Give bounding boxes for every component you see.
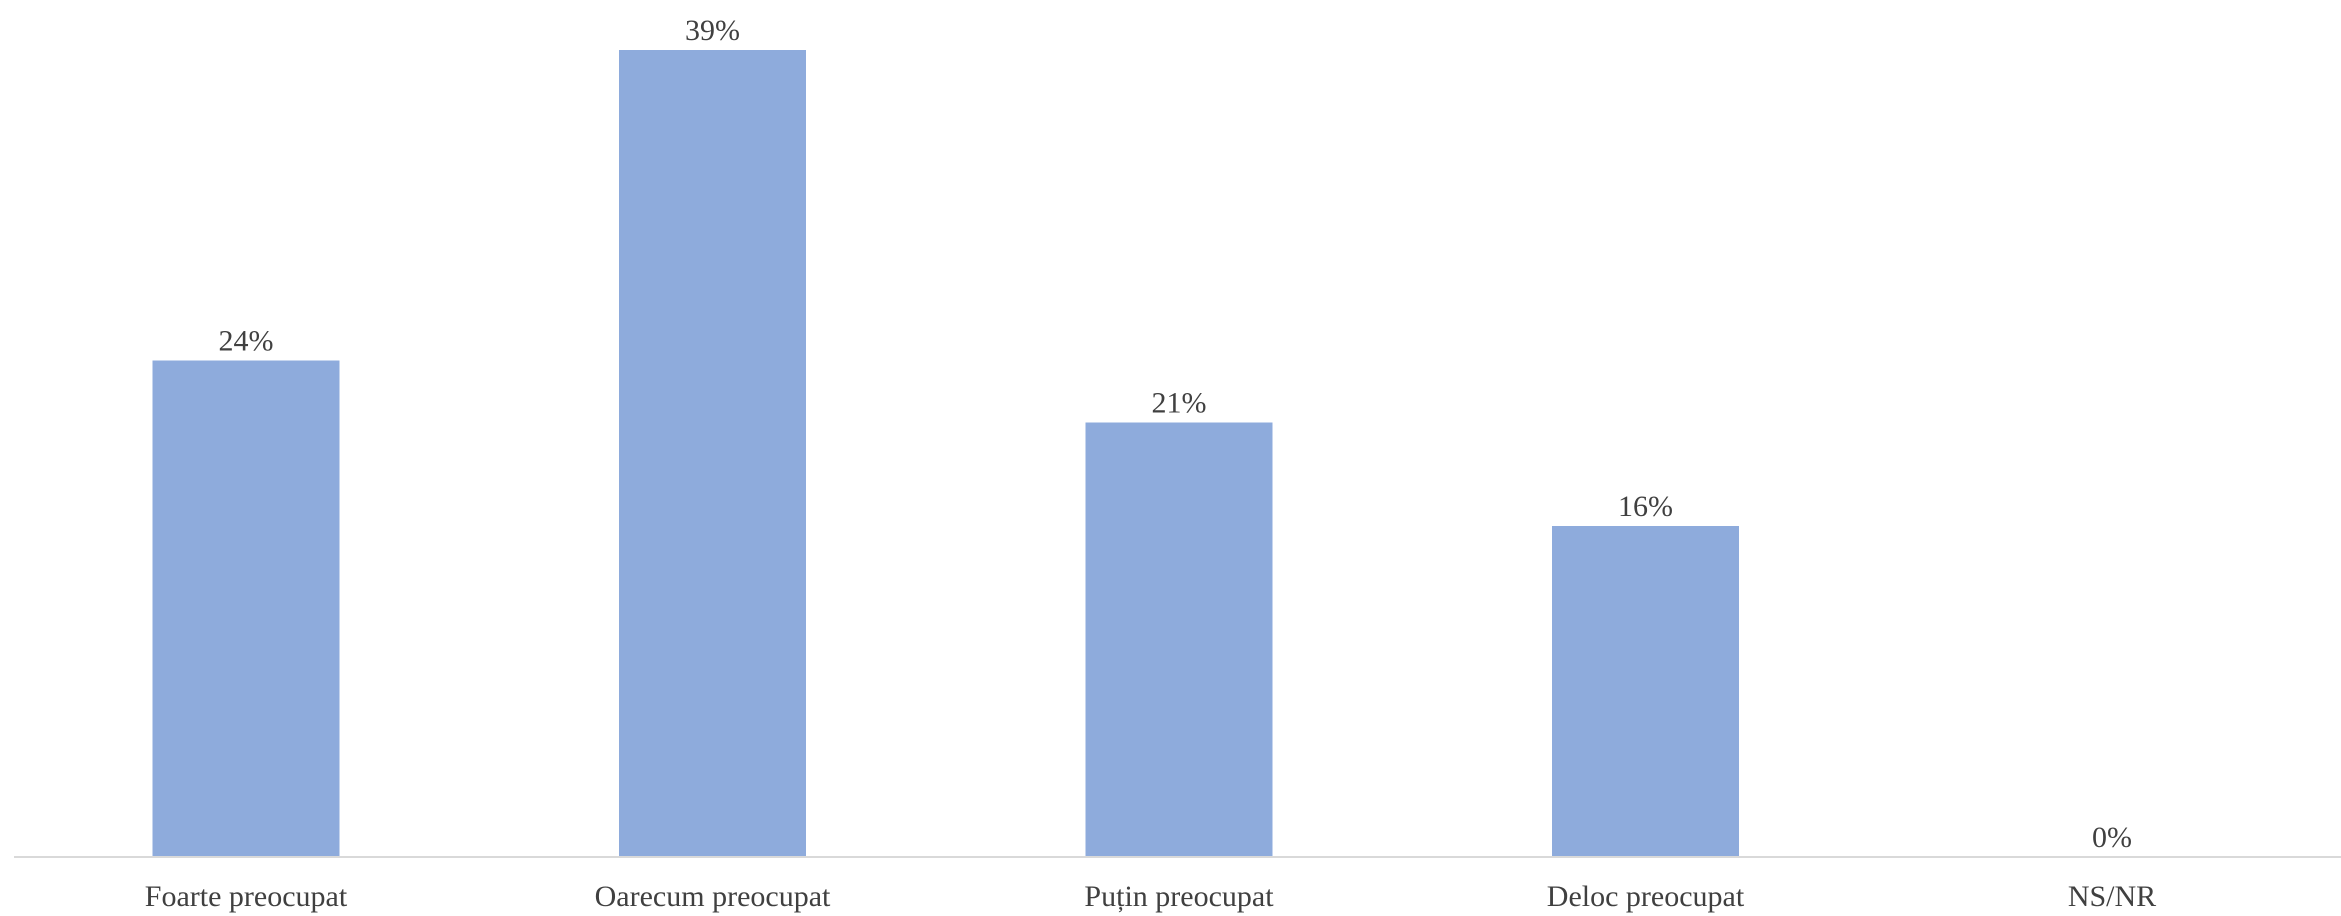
category-label-1: Foarte preocupat bbox=[145, 880, 348, 913]
data-label-2: 39% bbox=[685, 14, 740, 47]
category-label-5: NS/NR bbox=[2068, 880, 2156, 913]
data-label-1: 24% bbox=[219, 324, 274, 357]
category-label-2: Oarecum preocupat bbox=[595, 880, 831, 913]
data-label-3: 21% bbox=[1152, 386, 1207, 419]
bar-1 bbox=[152, 360, 340, 857]
category-label-3: Puțin preocupat bbox=[1084, 880, 1274, 913]
data-label-5: 0% bbox=[2092, 821, 2132, 854]
bar-4 bbox=[1552, 525, 1739, 857]
bars-group bbox=[152, 50, 1739, 857]
data-label-4: 16% bbox=[1618, 490, 1673, 523]
bar-3 bbox=[1085, 422, 1273, 857]
category-label-4: Deloc preocupat bbox=[1547, 880, 1745, 913]
value-labels-group: 24% 39% 21% 16% 0% bbox=[219, 14, 2133, 854]
bar-2 bbox=[619, 50, 806, 857]
category-labels-group: Foarte preocupat Oarecum preocupat Puțin p… bbox=[145, 880, 2156, 913]
